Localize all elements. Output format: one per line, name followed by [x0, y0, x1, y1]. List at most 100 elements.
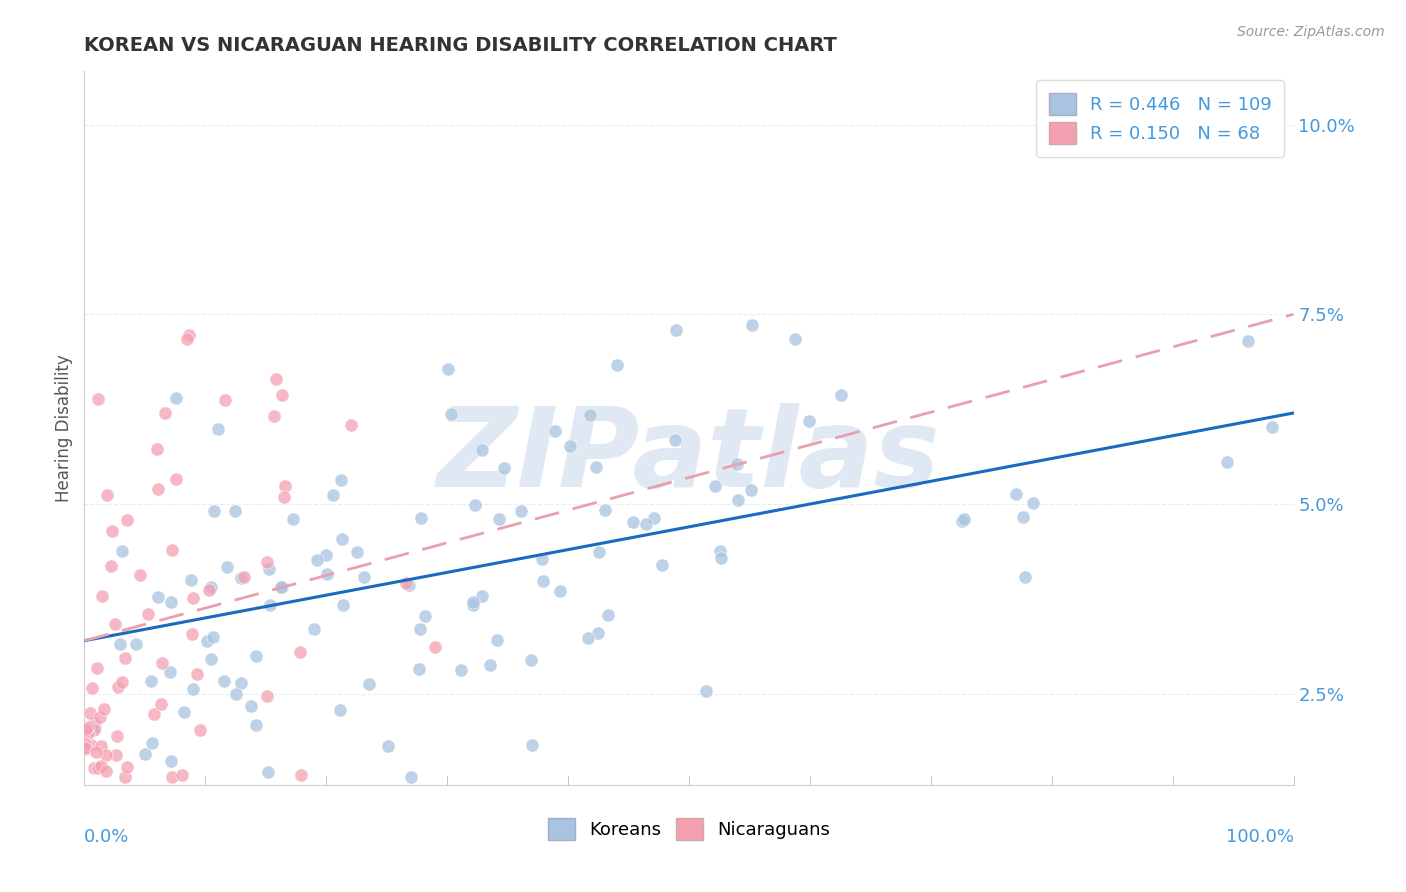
- Point: [257, 562, 280, 576]
- Point: [114, 650, 136, 665]
- Point: [80, 739, 103, 753]
- Point: [214, 392, 236, 407]
- Point: [75, 742, 97, 756]
- Point: [115, 760, 138, 774]
- Text: 100.0%: 100.0%: [1226, 828, 1294, 846]
- Point: [322, 488, 344, 502]
- Point: [232, 570, 254, 584]
- Text: KOREAN VS NICARAGUAN HEARING DISABILITY CORRELATION CHART: KOREAN VS NICARAGUAN HEARING DISABILITY …: [84, 36, 837, 54]
- Point: [100, 559, 122, 574]
- Text: ZIPatlas: ZIPatlas: [437, 403, 941, 510]
- Point: [510, 504, 533, 518]
- Point: [695, 684, 717, 698]
- Point: [94, 764, 117, 779]
- Point: [329, 473, 352, 487]
- Point: [76, 726, 98, 740]
- Point: [90, 589, 112, 603]
- Point: [86, 661, 108, 675]
- Point: [207, 422, 229, 436]
- Point: [785, 332, 807, 346]
- Legend: Koreans, Nicaraguans: Koreans, Nicaraguans: [540, 811, 838, 847]
- Point: [544, 425, 567, 439]
- Point: [181, 681, 204, 696]
- Point: [471, 589, 494, 603]
- Point: [195, 633, 218, 648]
- Point: [217, 560, 239, 574]
- Point: [664, 433, 686, 447]
- Point: [188, 723, 211, 738]
- Point: [709, 543, 731, 558]
- Point: [257, 765, 280, 780]
- Point: [576, 632, 599, 646]
- Point: [1005, 487, 1028, 501]
- Point: [579, 408, 602, 422]
- Point: [273, 490, 295, 504]
- Point: [558, 439, 581, 453]
- Point: [437, 362, 460, 376]
- Point: [170, 768, 193, 782]
- Point: [520, 739, 543, 753]
- Point: [200, 580, 222, 594]
- Point: [464, 498, 486, 512]
- Point: [486, 632, 509, 647]
- Point: [588, 626, 610, 640]
- Point: [357, 677, 380, 691]
- Point: [200, 652, 222, 666]
- Point: [1014, 570, 1036, 584]
- Point: [229, 571, 252, 585]
- Point: [461, 594, 484, 608]
- Point: [73, 737, 96, 751]
- Point: [665, 323, 688, 337]
- Point: [153, 406, 176, 420]
- Point: [90, 739, 112, 753]
- Point: [160, 595, 183, 609]
- Point: [148, 591, 170, 605]
- Point: [114, 770, 136, 784]
- Point: [82, 681, 104, 695]
- Point: [83, 723, 105, 737]
- Point: [83, 760, 105, 774]
- Point: [520, 653, 543, 667]
- Point: [725, 457, 748, 471]
- Point: [93, 702, 115, 716]
- Point: [90, 758, 112, 772]
- Point: [176, 332, 198, 346]
- Point: [478, 657, 501, 672]
- Point: [741, 318, 763, 332]
- Point: [330, 532, 353, 546]
- Point: [727, 492, 749, 507]
- Point: [283, 512, 305, 526]
- Point: [621, 515, 644, 529]
- Point: [177, 328, 200, 343]
- Text: Source: ZipAtlas.com: Source: ZipAtlas.com: [1237, 25, 1385, 39]
- Point: [148, 483, 170, 497]
- Point: [799, 414, 821, 428]
- Point: [1012, 510, 1035, 524]
- Point: [740, 483, 762, 498]
- Point: [256, 555, 278, 569]
- Point: [346, 545, 368, 559]
- Point: [79, 706, 101, 720]
- Point: [408, 623, 430, 637]
- Point: [830, 387, 852, 401]
- Point: [329, 703, 352, 717]
- Point: [96, 747, 118, 762]
- Point: [471, 442, 494, 457]
- Point: [270, 580, 292, 594]
- Point: [1237, 334, 1260, 348]
- Point: [332, 599, 354, 613]
- Point: [290, 767, 312, 781]
- Point: [76, 720, 98, 734]
- Point: [595, 502, 617, 516]
- Point: [198, 582, 221, 597]
- Point: [548, 584, 571, 599]
- Point: [264, 372, 287, 386]
- Point: [703, 479, 725, 493]
- Point: [263, 409, 285, 424]
- Point: [270, 580, 292, 594]
- Point: [136, 607, 159, 622]
- Point: [450, 663, 472, 677]
- Point: [305, 553, 328, 567]
- Point: [231, 675, 253, 690]
- Point: [710, 551, 733, 566]
